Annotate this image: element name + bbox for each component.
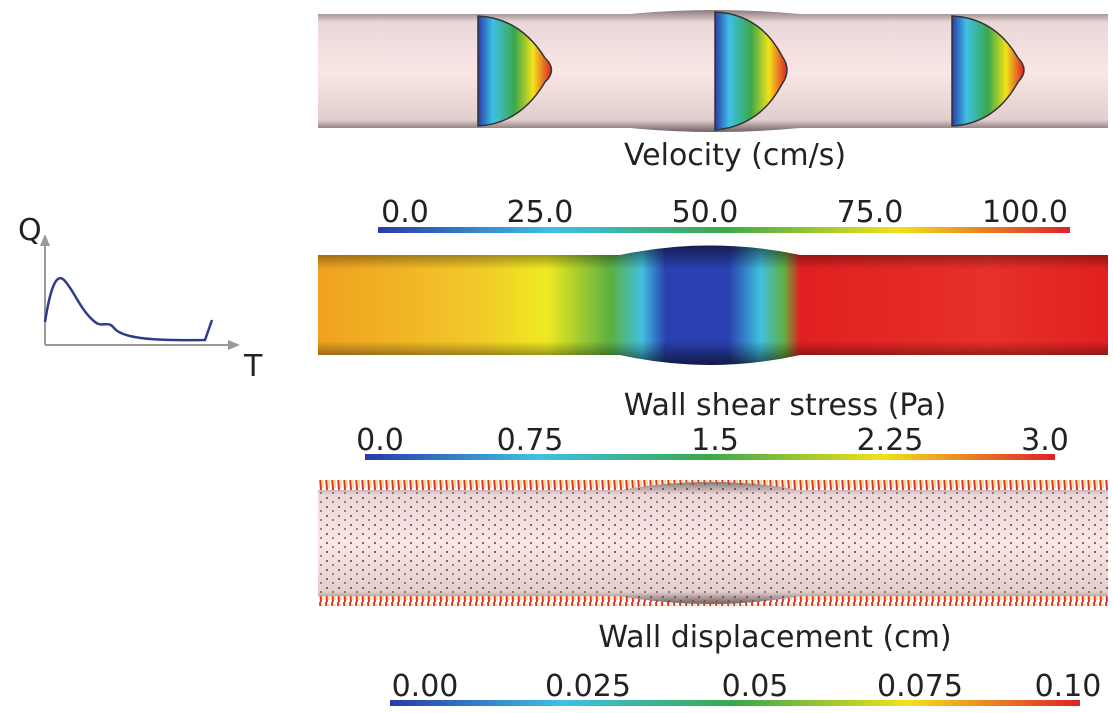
scale-label: 0.025 [545,669,631,704]
inset-x-label: T [243,349,263,384]
scale-label: 2.25 [857,423,924,458]
scale-label: 75.0 [837,195,904,230]
scale-label: 0.10 [1035,669,1102,704]
figure: Q T Velocity (cm/s) 0.0 25.0 50.0 75.0 1… [0,0,1113,709]
flow-inset: Q T [18,213,263,384]
scale-label: 3.0 [1021,423,1069,458]
scale-label: 0.75 [497,423,564,458]
panel-title: Wall shear stress (Pa) [624,388,947,423]
scale-label: 25.0 [507,195,574,230]
scale-label: 100.0 [982,195,1068,230]
scale-label: 0.00 [392,669,459,704]
velocity-vessel [318,10,1108,132]
scale-label: 0.0 [381,195,429,230]
wss-vessel [318,246,1108,366]
scale-label: 0.075 [877,669,963,704]
panel-title: Velocity (cm/s) [624,138,846,173]
inset-y-label: Q [18,213,42,248]
displacement-vessel [318,480,1108,606]
scale-label: 0.05 [722,669,789,704]
scale-label: 50.0 [672,195,739,230]
scale-label: 0.0 [356,423,404,458]
scale-label: 1.5 [691,423,739,458]
panel-title: Wall displacement (cm) [598,620,951,655]
